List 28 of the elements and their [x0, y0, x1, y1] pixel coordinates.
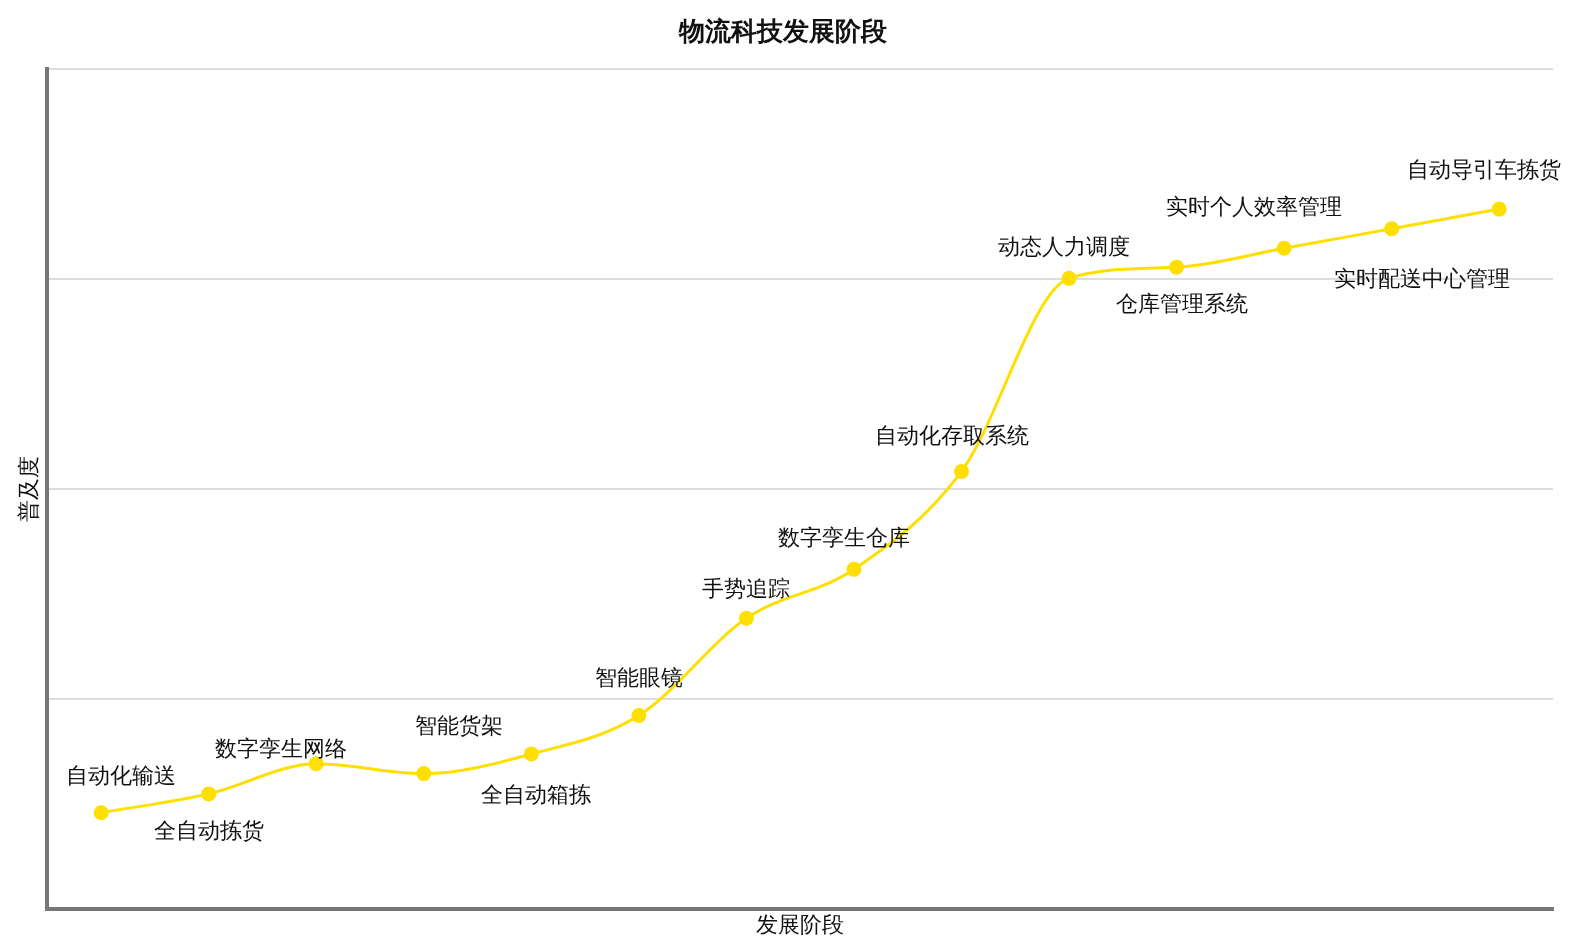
annotation: 动态人力调度 — [998, 234, 1131, 260]
point — [523, 746, 539, 762]
point — [416, 766, 432, 782]
annotation: 数字孪生网络 — [215, 735, 348, 761]
annotation: 自动化输送 — [66, 763, 177, 789]
y-axis-title: 普及度 — [15, 455, 41, 522]
point — [846, 561, 862, 577]
point — [201, 786, 217, 802]
point — [1169, 259, 1185, 275]
annotation: 自动导引车拣货 — [1407, 156, 1562, 182]
point — [631, 708, 647, 724]
annotation: 智能眼镜 — [594, 665, 683, 691]
x-axis-title: 发展阶段 — [756, 911, 845, 937]
point — [1491, 201, 1507, 217]
annotation: 手势追踪 — [702, 576, 791, 602]
annotation: 实时个人效率管理 — [1166, 193, 1343, 219]
annotation: 仓库管理系统 — [1115, 290, 1248, 316]
point — [93, 805, 109, 821]
annotation: 全自动箱拣 — [481, 781, 592, 807]
annotation: 全自动拣货 — [153, 817, 264, 843]
annotation: 智能货架 — [414, 713, 503, 739]
point — [1384, 221, 1400, 237]
point — [738, 610, 754, 626]
chart-title: 物流科技发展阶段 — [678, 16, 888, 47]
annotation: 实时配送中心管理 — [1333, 266, 1510, 292]
point — [1276, 240, 1292, 256]
point — [954, 463, 970, 479]
point — [1061, 270, 1077, 286]
